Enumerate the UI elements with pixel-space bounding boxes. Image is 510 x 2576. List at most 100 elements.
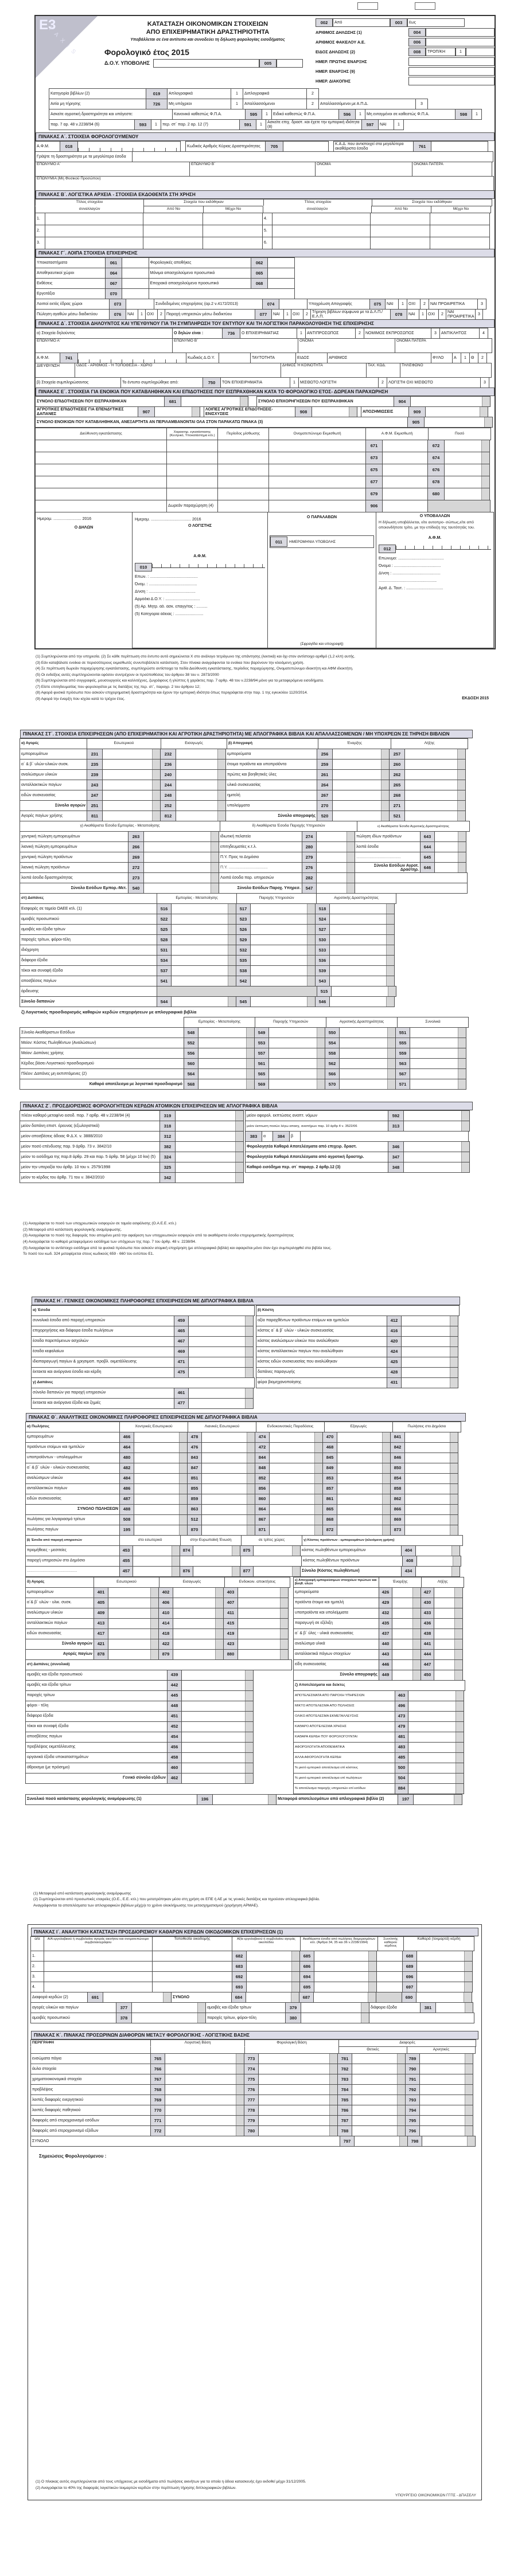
field-value[interactable] [269,1524,323,1536]
field-value[interactable] [44,1951,153,1962]
field-value[interactable] [188,1397,254,1409]
field-value[interactable] [370,213,430,225]
field-value[interactable] [269,1504,323,1515]
field-value[interactable] [416,1951,473,1962]
field-value[interactable] [434,1618,463,1629]
field-value[interactable] [434,1638,463,1650]
field-value[interactable] [143,213,203,225]
field-value[interactable] [410,1079,466,1090]
field-value[interactable] [166,488,218,500]
field-value[interactable] [108,1597,159,1608]
field-value[interactable] [181,1700,254,1712]
field-value[interactable] [253,1565,301,1577]
field-value[interactable] [419,2095,473,2106]
field-value[interactable] [44,1982,153,1993]
field-value[interactable] [444,464,490,476]
field-value[interactable] [108,1638,159,1650]
field-value[interactable] [165,2095,244,2106]
field-value[interactable] [416,1961,473,1972]
field-value[interactable] [133,1555,180,1567]
field-value[interactable] [35,464,167,476]
option-checkbox[interactable]: 2 [303,309,311,320]
detail-line[interactable]: Όνομα : ................................… [379,564,441,569]
option-checkbox[interactable]: 1 [297,328,306,339]
field-value[interactable] [198,1079,255,1090]
field-value[interactable] [376,1982,403,1993]
afm-input[interactable] [152,559,265,568]
field-value[interactable] [165,2125,244,2137]
field-value[interactable] [258,2064,338,2075]
detail-line[interactable]: Επών. : ................................… [135,575,198,579]
field-value[interactable] [316,831,355,843]
field-value[interactable] [382,500,428,512]
field-value[interactable] [408,67,495,76]
field-value[interactable] [171,903,236,915]
option-checkbox[interactable]: 2 [420,299,429,310]
field-value[interactable] [337,1452,391,1463]
field-value[interactable] [339,1079,396,1090]
field-value[interactable] [403,1121,470,1132]
field-value[interactable] [175,1110,244,1122]
field-value[interactable] [329,903,395,915]
field-value[interactable] [332,790,390,801]
field-value[interactable] [148,288,295,299]
field-value[interactable] [35,476,167,488]
field-value[interactable] [434,1607,463,1619]
field-value[interactable] [166,464,218,476]
field-value[interactable] [35,488,167,500]
field-value[interactable] [434,841,466,853]
field-value[interactable] [108,1618,159,1629]
afm-input[interactable] [77,353,186,363]
field-value[interactable] [171,914,236,925]
detail-line[interactable]: Επώνυμο: ...............................… [379,557,444,561]
field-value[interactable] [431,141,488,152]
field-value[interactable] [44,1961,153,1972]
field-value[interactable] [188,1346,254,1357]
field-value[interactable] [352,2053,406,2065]
option-checkbox[interactable]: 3 [475,309,483,320]
field-value[interactable] [134,1483,188,1494]
field-value[interactable] [404,1431,458,1443]
field-value[interactable] [250,996,316,1008]
field-value[interactable] [419,2074,473,2085]
field-value[interactable] [238,1638,289,1650]
field-value[interactable] [401,1336,458,1347]
field-value[interactable] [430,237,490,249]
field-value[interactable] [134,1473,188,1484]
field-value[interactable] [173,1597,224,1608]
field-value[interactable] [424,417,493,428]
field-value[interactable] [102,790,161,801]
field-value[interactable] [121,268,149,279]
field-value[interactable] [176,749,226,760]
field-value[interactable] [272,237,371,249]
field-value[interactable] [175,1141,244,1153]
field-value[interactable] [329,934,395,946]
field-value[interactable] [203,213,263,225]
field-value[interactable] [175,1162,244,1173]
option-checkbox[interactable]: 1 [256,119,266,130]
option-checkbox[interactable]: 1 [472,109,482,120]
field-value[interactable] [314,1951,377,1962]
field-value[interactable] [238,1628,289,1639]
field-value[interactable] [181,396,248,407]
field-value[interactable] [408,1700,464,1712]
field-value[interactable] [329,914,395,925]
field-value[interactable] [212,1794,277,1805]
field-value[interactable] [198,1068,255,1080]
field-value[interactable] [165,2105,244,2116]
field-value[interactable] [444,452,490,464]
field-value[interactable] [173,1638,224,1650]
field-value[interactable] [267,278,295,289]
field-value[interactable] [267,268,295,279]
field-value[interactable] [134,1514,188,1525]
field-value[interactable] [279,299,307,310]
field-value[interactable] [268,1048,325,1059]
field-value[interactable] [408,1752,464,1763]
option-checkbox[interactable]: 1 [398,299,407,310]
field-value[interactable] [45,213,143,225]
field-value[interactable] [392,1628,421,1639]
field-value[interactable] [352,2074,406,2085]
field-value[interactable] [201,1473,255,1484]
field-value[interactable] [337,1524,391,1536]
field-value[interactable] [217,476,269,488]
